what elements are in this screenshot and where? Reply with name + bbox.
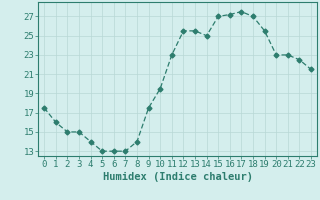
- X-axis label: Humidex (Indice chaleur): Humidex (Indice chaleur): [103, 172, 252, 182]
